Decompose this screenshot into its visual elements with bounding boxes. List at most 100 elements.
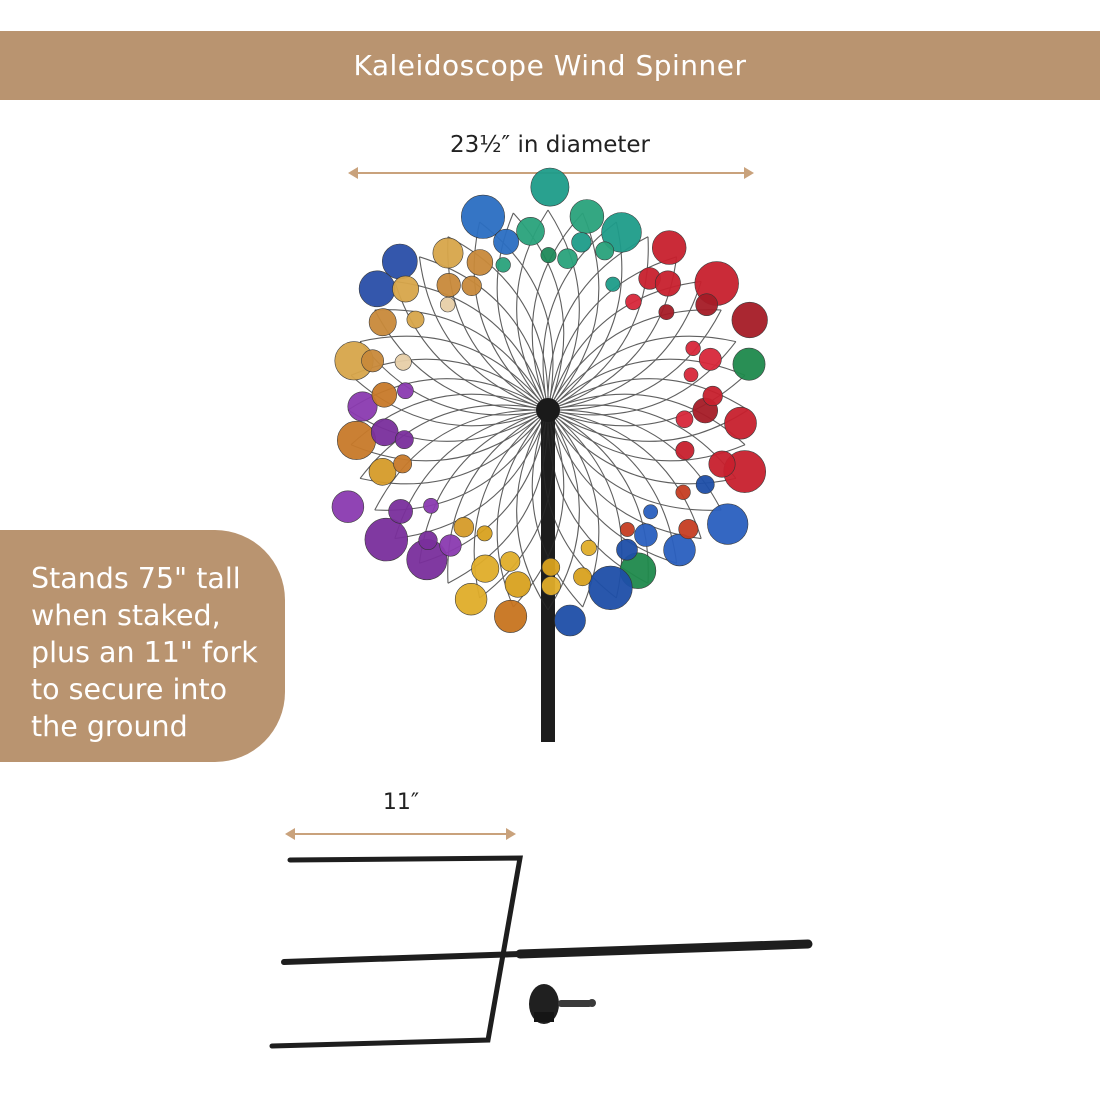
spinner-disc xyxy=(466,249,494,276)
spinner-disc xyxy=(394,353,412,371)
wire-curve xyxy=(447,236,549,411)
spinner-disc xyxy=(658,304,675,320)
spinner-hub xyxy=(536,398,560,422)
spinner-disc xyxy=(347,391,378,422)
spinner-disc xyxy=(423,497,439,514)
wire-curve xyxy=(473,221,549,411)
wire-curve xyxy=(418,256,549,411)
spinner-disc xyxy=(432,237,464,269)
spinner-disc xyxy=(368,308,397,337)
wire-curve xyxy=(547,256,677,411)
spinner-disc xyxy=(595,241,615,261)
wire-curve xyxy=(547,393,746,446)
height-callout: Stands 75" tall when staked, plus an 11"… xyxy=(0,530,285,762)
spinner-disc xyxy=(605,276,621,292)
wire-curve xyxy=(547,409,678,564)
spinner-disc xyxy=(453,516,474,538)
spinner-disc xyxy=(394,430,414,450)
wire-curve xyxy=(374,309,549,411)
spinner-disc xyxy=(683,367,699,383)
spinner-disc xyxy=(397,382,414,400)
fork-length-arrow xyxy=(285,828,516,840)
spinner-disc xyxy=(541,576,561,596)
spinner-disc xyxy=(516,217,545,246)
fork-length-label: 11″ xyxy=(382,790,420,815)
spinner-disc xyxy=(654,270,681,297)
spinner-disc xyxy=(708,450,736,478)
spinner-disc xyxy=(461,275,482,297)
wire-curve xyxy=(547,309,722,411)
spinner-disc xyxy=(504,571,531,598)
wire-curve xyxy=(547,236,649,411)
spinner-disc xyxy=(678,519,699,540)
spinner-disc xyxy=(731,301,768,339)
spinner-disc xyxy=(601,212,642,253)
spinner-disc xyxy=(620,522,635,537)
wire-curve xyxy=(394,280,549,411)
height-callout-text: Stands 75" tall when staked, plus an 11"… xyxy=(31,562,258,743)
wire-curve xyxy=(547,212,600,411)
spinner-disc xyxy=(364,517,408,562)
spinner-disc xyxy=(361,349,385,373)
spinner-disc xyxy=(454,582,488,616)
wire-curve xyxy=(547,409,580,611)
spinner-discs xyxy=(331,167,768,637)
spinner-disc xyxy=(557,248,578,269)
spinner-disc xyxy=(381,243,418,280)
spinner-disc xyxy=(685,340,701,357)
wire-curve xyxy=(347,409,549,442)
spinner-disc xyxy=(573,567,592,587)
spinner-disc xyxy=(707,503,749,545)
spinner-disc xyxy=(724,406,757,440)
page-title: Kaleidoscope Wind Spinner xyxy=(353,49,747,82)
spinner-disc xyxy=(476,525,493,542)
spinner-disc xyxy=(418,530,438,551)
wire-curve xyxy=(547,309,722,411)
spinner-disc xyxy=(695,475,715,494)
spinner-disc xyxy=(392,275,420,303)
wire-curve xyxy=(496,409,549,608)
spinner-disc xyxy=(698,347,722,371)
wire-curve xyxy=(547,281,702,411)
diameter-label: 23½″ in diameter xyxy=(449,132,651,158)
wire-curve xyxy=(394,409,549,540)
wire-curve xyxy=(547,409,702,539)
wire-curve xyxy=(547,374,746,427)
wire-curve xyxy=(547,409,722,511)
spinner-disc xyxy=(331,490,365,523)
ground-fork xyxy=(269,855,813,1049)
spinner-disc xyxy=(530,167,570,207)
spinner-disc xyxy=(651,230,687,265)
wire-curve xyxy=(394,409,549,539)
header-banner: Kaleidoscope Wind Spinner xyxy=(0,31,1100,100)
spinner-disc xyxy=(460,194,505,239)
wire-curve xyxy=(547,280,702,411)
spinner-disc xyxy=(368,457,397,486)
spinner-disc xyxy=(616,538,638,561)
spinner-disc xyxy=(541,557,561,577)
spinner-disc xyxy=(634,523,658,547)
spinner-disc xyxy=(393,454,413,474)
spinner-disc xyxy=(554,604,586,637)
spinner-disc xyxy=(370,418,399,447)
spinner-disc xyxy=(732,347,766,381)
spinner-disc xyxy=(580,539,597,556)
wire-curve xyxy=(547,335,737,411)
wire-curve xyxy=(547,209,580,411)
spinner-disc xyxy=(625,293,642,311)
wire-curve xyxy=(547,409,702,540)
spinner-disc xyxy=(695,293,719,317)
wire-curve xyxy=(516,409,549,611)
spinner-disc xyxy=(358,270,396,308)
wire-curve xyxy=(350,409,549,462)
wire-curve xyxy=(359,335,549,411)
spinner-disc xyxy=(675,484,691,500)
spinner-disc xyxy=(493,228,520,255)
spinner-disc xyxy=(336,420,376,460)
wire-curve xyxy=(359,404,549,479)
wire-curve xyxy=(542,221,617,411)
spinner-disc xyxy=(675,410,694,429)
spinner-disc xyxy=(388,499,413,524)
spinner-disc xyxy=(569,199,605,234)
